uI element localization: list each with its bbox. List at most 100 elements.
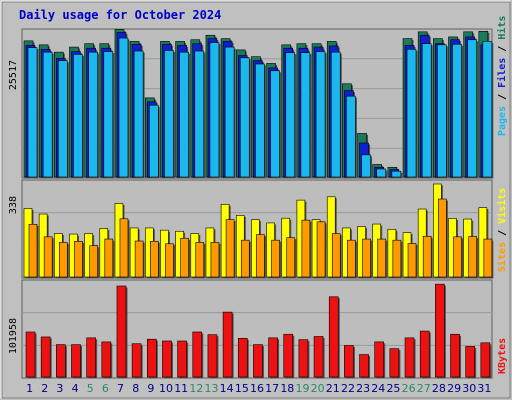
- x-tick-label: 25: [386, 382, 400, 395]
- kbytes-panel-ymax-label: 101958: [8, 318, 19, 354]
- kbytes-bar: [222, 311, 233, 378]
- sites-bar: [119, 218, 129, 278]
- pages-bar: [452, 43, 462, 178]
- visits-panel-ylabel-part: Sites: [496, 242, 508, 272]
- sites-bar: [74, 240, 83, 278]
- sites-bar: [331, 233, 341, 278]
- x-tick-label: 15: [235, 382, 249, 395]
- sites-bar: [316, 221, 326, 278]
- kbytes-bar: [40, 336, 51, 378]
- sites-bar: [271, 239, 280, 278]
- sites-bar: [483, 238, 493, 278]
- sites-bar: [43, 236, 53, 278]
- pages-bar: [88, 51, 98, 178]
- kbytes-bar: [344, 345, 354, 378]
- kbytes-bar: [374, 341, 385, 378]
- sites-bar: [438, 198, 447, 278]
- sites-bar: [180, 237, 189, 278]
- hits-panel-ylabel-separator: /: [497, 40, 508, 58]
- x-tick-label: 17: [265, 382, 279, 395]
- hits-panel-ymax-label: 25517: [8, 60, 19, 90]
- hits-panel-ylabel-part: Pages: [497, 106, 508, 136]
- kbytes-bar: [435, 283, 445, 378]
- sites-bar: [301, 219, 311, 278]
- kbytes-bar: [283, 333, 294, 378]
- kbytes-bar: [71, 344, 81, 378]
- hits-panel-ylabel-part: Hits: [496, 16, 508, 40]
- pages-bar: [58, 60, 68, 178]
- pages-bar: [148, 104, 159, 178]
- x-tick-label: 20: [311, 382, 325, 395]
- pages-bar: [330, 51, 341, 178]
- kbytes-bar: [389, 348, 400, 378]
- visits-panel-ylabel-separator: /: [497, 224, 508, 242]
- visits-panel-ymax-label: 338: [8, 196, 19, 214]
- pages-bar: [315, 51, 326, 178]
- pages-bar: [421, 43, 432, 178]
- pages-bar: [42, 51, 53, 178]
- x-tick-label: 14: [220, 382, 234, 395]
- x-tick-label: 27: [417, 382, 431, 395]
- kbytes-bar: [480, 342, 491, 378]
- pages-bar: [361, 154, 371, 178]
- kbytes-bar: [237, 337, 248, 378]
- kbytes-bar: [131, 343, 142, 378]
- kbytes-bar: [146, 338, 157, 378]
- pages-bar: [255, 63, 265, 178]
- sites-bar: [104, 238, 114, 278]
- kbytes-bar: [268, 337, 278, 378]
- kbytes-panel: 101958 KBytes: [8, 279, 508, 379]
- sites-bar: [422, 235, 432, 278]
- x-tick-label: 13: [205, 382, 219, 395]
- chart-title: Daily usage for October 2024: [19, 8, 221, 22]
- x-tick-label: 30: [462, 382, 476, 395]
- hits-panel-ylabel-part: Files: [496, 58, 508, 88]
- x-tick-label: 6: [102, 382, 109, 395]
- pages-bar: [179, 51, 189, 178]
- x-axis-day-labels: 1 2 3 4 5 6 7 8 9 10 11 12 13 14 15 16 17 18 19 20 21 22 23 24 2…: [26, 382, 491, 395]
- hits-panel-ylabel-separator: /: [497, 88, 508, 106]
- kbytes-bar: [177, 340, 187, 378]
- visits-panel-ylabel-part: Visits: [496, 188, 508, 224]
- x-tick-label: 11: [174, 382, 188, 395]
- sites-bar: [468, 236, 477, 278]
- pages-bar: [346, 95, 356, 178]
- kbytes-bar: [298, 339, 309, 378]
- pages-bar: [482, 41, 493, 178]
- sites-bar: [392, 239, 402, 278]
- kbytes-bar: [313, 336, 324, 378]
- x-tick-label: 2: [41, 382, 48, 395]
- pages-bar: [391, 170, 402, 178]
- kbytes-bar: [328, 296, 339, 378]
- pages-bar: [270, 70, 280, 178]
- x-tick-label: 22: [341, 382, 355, 395]
- x-tick-label: 7: [117, 382, 124, 395]
- pages-bar: [300, 52, 311, 178]
- hits-panel-ylabel: Pages / Files / Hits: [496, 16, 508, 136]
- x-tick-label: 3: [56, 382, 63, 395]
- sites-bar: [286, 237, 296, 278]
- pages-bar: [224, 46, 235, 178]
- x-tick-label: 29: [447, 382, 461, 395]
- x-tick-label: 28: [432, 382, 446, 395]
- kbytes-bar: [450, 333, 460, 378]
- sites-bar: [256, 234, 265, 278]
- hits-files-pages-panel: 25517 Pages / Files / Hits: [8, 16, 508, 179]
- sites-bar: [225, 219, 235, 278]
- x-tick-label: 10: [159, 382, 173, 395]
- pages-bar: [118, 37, 129, 178]
- kbytes-bar: [465, 346, 475, 378]
- sites-bar: [165, 243, 174, 278]
- kbytes-bar: [101, 341, 112, 378]
- pages-bar: [209, 42, 220, 178]
- kbytes-panel-ylabel-part: KBytes: [497, 338, 508, 374]
- pages-bar: [194, 50, 205, 178]
- x-tick-label: 5: [87, 382, 94, 395]
- sites-bar: [240, 239, 250, 278]
- x-tick-label: 8: [132, 382, 139, 395]
- kbytes-bar: [86, 337, 96, 378]
- x-tick-label: 18: [280, 382, 294, 395]
- kbytes-bar: [253, 344, 263, 378]
- x-tick-label: 16: [250, 382, 264, 395]
